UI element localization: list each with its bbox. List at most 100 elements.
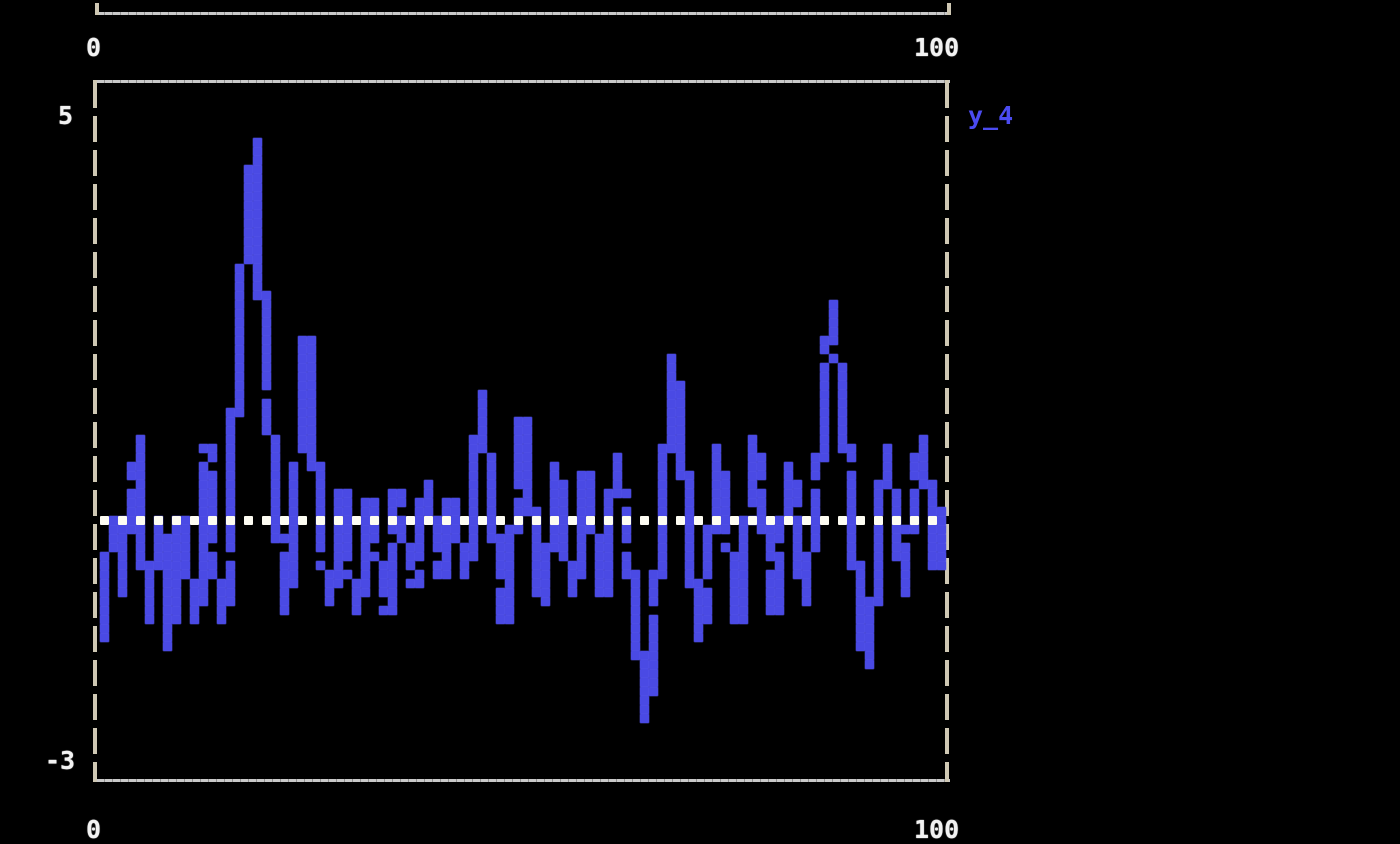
data-point: [892, 543, 901, 552]
data-point: [802, 597, 811, 606]
data-point: [361, 588, 370, 597]
data-point: [667, 444, 676, 453]
data-point: [550, 516, 559, 525]
data-point: [199, 570, 208, 579]
data-point: [793, 552, 802, 561]
data-point: [199, 525, 208, 534]
data-point: [604, 507, 613, 516]
data-point: [577, 552, 586, 561]
data-point: [757, 507, 766, 516]
main-panel-y-min-label: -3: [45, 746, 76, 775]
data-point: [235, 354, 244, 363]
data-point: [136, 516, 145, 525]
data-point: [100, 633, 109, 642]
data-point: [316, 561, 325, 570]
data-point: [667, 408, 676, 417]
data-point: [451, 516, 460, 525]
data-point: [685, 543, 694, 552]
data-point: [136, 525, 145, 534]
data-point: [163, 615, 172, 624]
data-point: [811, 453, 820, 462]
data-point: [604, 543, 613, 552]
data-point: [874, 543, 883, 552]
upper-panel-bottom-left-corner: [95, 3, 99, 15]
data-point: [667, 381, 676, 390]
data-point: [244, 255, 253, 264]
data-point: [928, 534, 937, 543]
data-point: [469, 543, 478, 552]
data-point: [127, 489, 136, 498]
data-point: [424, 480, 433, 489]
data-point: [388, 543, 397, 552]
data-point: [658, 462, 667, 471]
data-point: [100, 624, 109, 633]
data-point: [784, 498, 793, 507]
data-point: [496, 543, 505, 552]
data-point: [478, 426, 487, 435]
data-point: [487, 480, 496, 489]
data-point: [685, 561, 694, 570]
data-point: [820, 444, 829, 453]
data-point: [820, 336, 829, 345]
data-point: [226, 525, 235, 534]
data-point: [766, 588, 775, 597]
data-point: [757, 516, 766, 525]
data-point: [370, 507, 379, 516]
data-point: [703, 552, 712, 561]
data-point: [460, 552, 469, 561]
data-point: [226, 444, 235, 453]
data-point: [307, 390, 316, 399]
data-point: [577, 489, 586, 498]
data-point: [145, 561, 154, 570]
data-point: [559, 516, 568, 525]
data-point: [550, 471, 559, 480]
data-point: [892, 525, 901, 534]
data-point: [757, 525, 766, 534]
data-point: [505, 588, 514, 597]
data-point: [505, 579, 514, 588]
data-point: [865, 624, 874, 633]
data-point: [127, 525, 136, 534]
data-point: [406, 561, 415, 570]
data-point: [721, 516, 730, 525]
data-point: [604, 489, 613, 498]
data-point: [595, 561, 604, 570]
data-point: [262, 417, 271, 426]
data-point: [343, 489, 352, 498]
data-point: [604, 570, 613, 579]
data-point: [568, 561, 577, 570]
data-point: [703, 525, 712, 534]
main-panel-y-max-label: 5: [58, 101, 74, 130]
data-point: [172, 534, 181, 543]
data-point: [325, 570, 334, 579]
data-point: [856, 606, 865, 615]
data-point: [676, 462, 685, 471]
data-point: [451, 525, 460, 534]
data-point: [829, 318, 838, 327]
data-point: [289, 579, 298, 588]
data-point: [289, 498, 298, 507]
data-point: [883, 480, 892, 489]
data-point: [505, 525, 514, 534]
data-point: [559, 543, 568, 552]
data-point: [631, 597, 640, 606]
data-point: [928, 507, 937, 516]
data-point: [460, 561, 469, 570]
data-point: [307, 408, 316, 417]
data-point: [208, 507, 217, 516]
data-point: [109, 534, 118, 543]
data-point: [676, 435, 685, 444]
data-point: [712, 489, 721, 498]
data-point: [694, 624, 703, 633]
data-point: [649, 597, 658, 606]
data-point: [505, 597, 514, 606]
data-point: [298, 444, 307, 453]
data-point: [226, 543, 235, 552]
zero-line-dot: [766, 516, 775, 525]
data-point: [568, 579, 577, 588]
main-panel-bottom-right-corner: [945, 770, 949, 782]
data-point: [595, 552, 604, 561]
data-point: [118, 552, 127, 561]
data-point: [361, 561, 370, 570]
data-point: [676, 453, 685, 462]
